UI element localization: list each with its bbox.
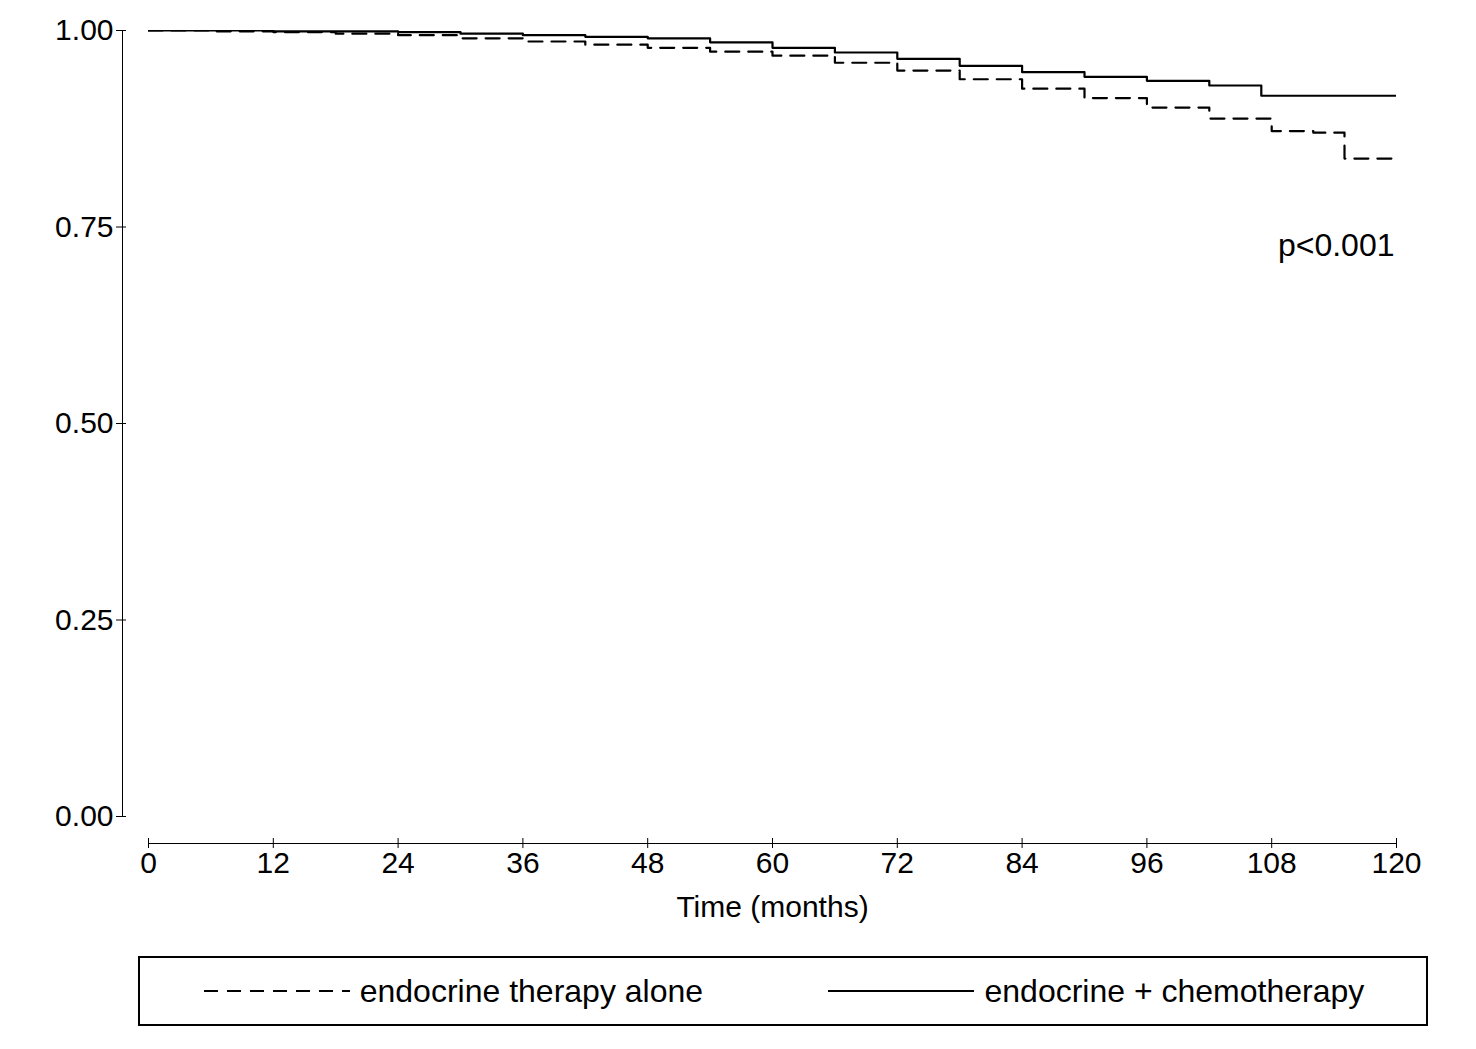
svg-text:120: 120: [1371, 846, 1421, 879]
svg-text:Time (months): Time (months): [676, 890, 868, 923]
svg-text:0.00: 0.00: [55, 799, 113, 832]
svg-text:60: 60: [756, 846, 789, 879]
svg-text:0.50: 0.50: [55, 406, 113, 439]
svg-text:96: 96: [1130, 846, 1163, 879]
html-text:endocrine + chemotherapy: endocrine + chemotherapy: [984, 972, 1365, 1009]
svg-text:0: 0: [140, 846, 157, 879]
svg-text:108: 108: [1247, 846, 1297, 879]
svg-text:0.25: 0.25: [55, 603, 113, 636]
svg-text:48: 48: [631, 846, 664, 879]
svg-text:p<0.001: p<0.001: [1278, 227, 1395, 263]
svg-text:1.00: 1.00: [55, 13, 113, 46]
svg-text:36: 36: [506, 846, 539, 879]
svg-text:84: 84: [1005, 846, 1038, 879]
svg-text:24: 24: [381, 846, 414, 879]
svg-text:12: 12: [257, 846, 290, 879]
svg-text:0.75: 0.75: [55, 210, 113, 243]
svg-text:72: 72: [881, 846, 914, 879]
html-text:endocrine therapy alone: endocrine therapy alone: [359, 972, 704, 1009]
